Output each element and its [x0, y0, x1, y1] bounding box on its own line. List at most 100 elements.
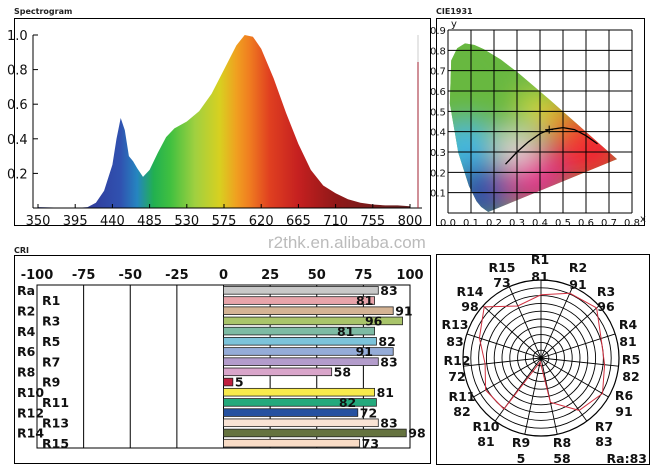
- cie-frame: [436, 18, 645, 226]
- y-tick-label: 0.2: [7, 167, 28, 182]
- radar-label: R6: [615, 388, 634, 403]
- radar-spoke: [482, 305, 542, 359]
- spectrogram-panel: Spectrogram 350 395 440 485 530 575 620 665 710 7…: [7, 7, 431, 229]
- y-tick-label: 0.2: [430, 168, 446, 179]
- bar-value-label: 96: [365, 314, 383, 329]
- bar-value-label: 5: [235, 375, 244, 390]
- x-tick-label: 0: [219, 268, 228, 283]
- y-tick-label: 0.6: [7, 98, 28, 113]
- category-label: R8: [17, 365, 35, 380]
- radar-label: R9: [512, 435, 530, 450]
- category-label: R3: [42, 314, 60, 329]
- radar-value: 91: [569, 277, 586, 292]
- radar-spoke: [540, 357, 609, 398]
- radar-spoke: [463, 357, 542, 367]
- radar-label: R7: [595, 419, 613, 434]
- cri-bar-R13: [223, 418, 379, 428]
- category-label: R11: [42, 395, 69, 410]
- category-label: R4: [17, 324, 36, 339]
- y-tick-label: 0.5: [430, 107, 446, 118]
- radar-spoke: [494, 357, 542, 422]
- radar-label: R3: [597, 284, 615, 299]
- x-tick-label: 800: [398, 214, 423, 229]
- x-tick-label: -50: [119, 268, 143, 283]
- radar-spoke: [540, 357, 619, 367]
- cri-bar-R5: [223, 337, 377, 346]
- x-tick-label: 0.1: [463, 218, 479, 229]
- cri-bar-R12: [223, 408, 359, 417]
- x-tick-label: 350: [26, 214, 51, 229]
- bar-value-label: 82: [339, 395, 356, 410]
- radar-label: R2: [569, 260, 587, 275]
- radar-spoke: [508, 286, 542, 359]
- radar-spoke: [473, 357, 542, 398]
- y-tick-label: 0.8: [430, 46, 446, 57]
- x-tick-label: -100: [21, 268, 54, 283]
- radar-label: R8: [553, 435, 571, 450]
- bar-value-label: 91: [395, 303, 412, 318]
- x-tick-label: -75: [72, 268, 96, 283]
- x-tick-label: 395: [63, 214, 88, 229]
- bar-value-label: 81: [377, 385, 394, 400]
- y-tick-label: 0.8: [7, 64, 28, 79]
- radar-label: R11: [448, 389, 475, 404]
- bar-value-label: 72: [360, 405, 377, 420]
- bar-value-label: 91: [356, 344, 373, 359]
- radar-label: R14: [456, 284, 483, 299]
- radar-value: 72: [448, 369, 465, 384]
- spectrogram-title: Spectrogram: [14, 7, 72, 16]
- x-tick-label: 620: [249, 214, 274, 229]
- ra-annotation: Ra:83: [607, 451, 647, 466]
- x-tick-label: 0.3: [509, 218, 525, 229]
- cri-bar-R3: [223, 316, 403, 326]
- x-tick-label: 100: [396, 268, 423, 283]
- radar-series-line: [478, 292, 606, 411]
- x-tick-label: 0.2: [486, 218, 502, 229]
- x-tick-label: 575: [212, 214, 237, 229]
- radar-value: 73: [493, 275, 510, 290]
- cri-bar-R15: [223, 438, 361, 448]
- radar-spoke: [540, 333, 616, 359]
- x-tick-label: 75: [354, 268, 372, 283]
- y-tick-label: 0.7: [430, 67, 446, 78]
- y-tick-label: 1.0: [7, 29, 28, 44]
- x-tick-label: -25: [165, 268, 189, 283]
- category-label: R14: [17, 426, 44, 441]
- x-tick-label: 25: [261, 268, 279, 283]
- category-label: R7: [42, 354, 60, 369]
- spectrum-area: [38, 35, 410, 208]
- cri-bar-R1: [223, 296, 375, 305]
- radar-label: R1: [531, 252, 549, 267]
- cri-bar-R7: [223, 357, 379, 366]
- radar-spoke: [540, 305, 600, 359]
- cri-bar-R6: [223, 347, 394, 356]
- radar-value: 83: [595, 434, 612, 449]
- x-tick-label: 530: [174, 214, 199, 229]
- y-tick-label: 0.6: [430, 87, 446, 98]
- cri-bar-R14: [223, 428, 407, 438]
- bar-value-label: 81: [356, 293, 373, 308]
- x-tick-label: 50: [308, 268, 326, 283]
- category-label: R6: [17, 344, 36, 359]
- category-label: R5: [42, 334, 60, 349]
- x-tick-label: 0.8: [624, 218, 640, 229]
- y-tick-label: 0.4: [7, 133, 28, 148]
- category-label: R12: [17, 405, 44, 420]
- radar-label: R4: [619, 317, 638, 332]
- cri-title: CRI: [14, 246, 29, 255]
- x-tick-label: 0.0: [440, 218, 456, 229]
- radar-spoke: [524, 357, 542, 435]
- cri-bar-R8: [223, 367, 333, 377]
- gamut-color: [449, 43, 520, 147]
- category-label: R10: [17, 385, 44, 400]
- x-tick-label: 0.7: [601, 218, 617, 229]
- cri-bar-R4: [223, 326, 375, 336]
- bar-value-label: 83: [380, 283, 397, 298]
- radar-value: 83: [446, 334, 463, 349]
- cri-panel: CRI -100 -75 -50 -25 0 25 50 75 100 Ra 83 R1 81 R2 91 R…: [14, 246, 431, 464]
- y-tick-label: 0.1: [430, 189, 446, 200]
- cri-bar-R2: [223, 306, 394, 315]
- category-label: Ra: [17, 283, 35, 298]
- chromaticity-point: [545, 125, 554, 134]
